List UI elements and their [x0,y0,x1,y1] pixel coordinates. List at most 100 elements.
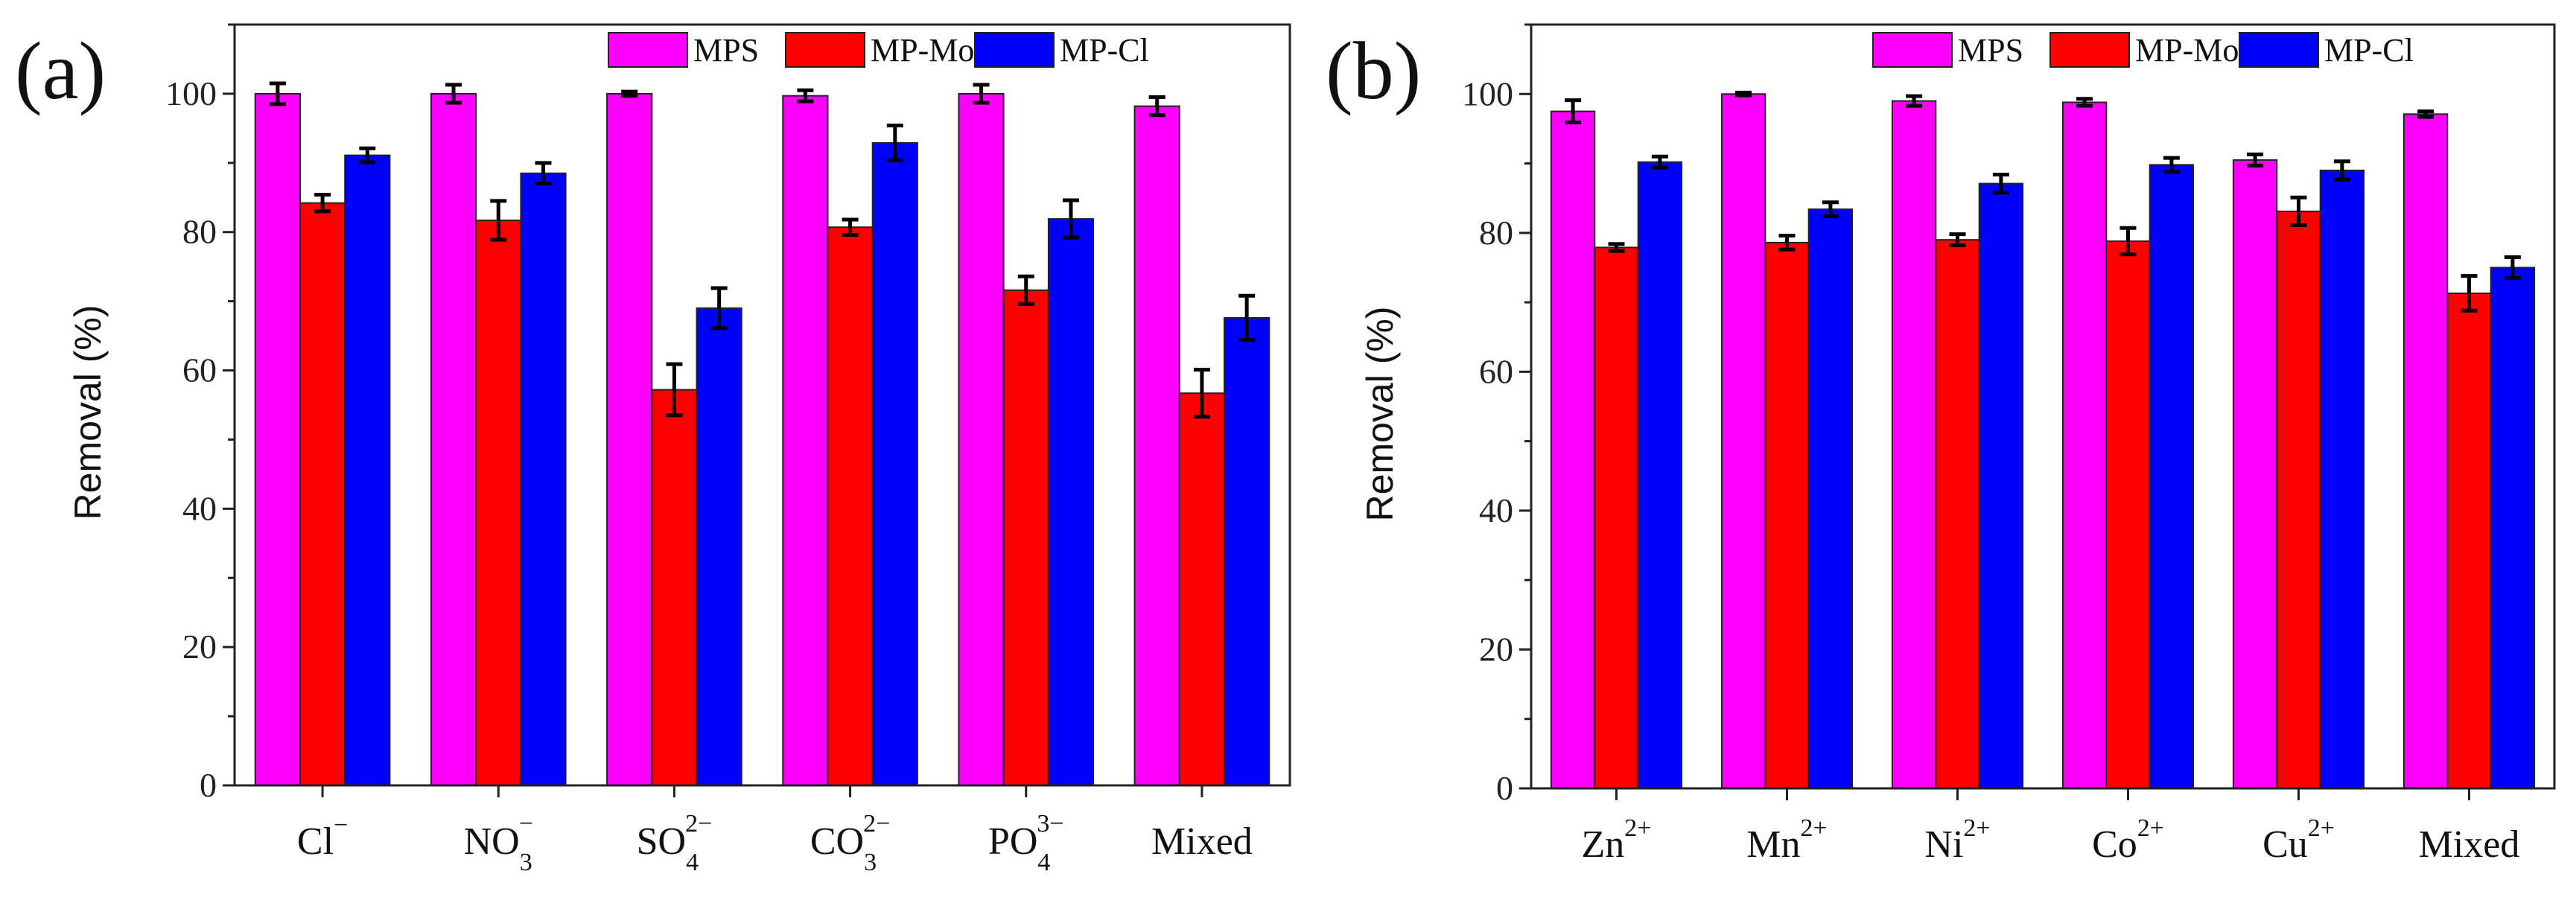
category-subscript: 4 [1037,849,1050,876]
bar-mp-cl [1637,161,1683,789]
bar-mp-cl [871,141,918,786]
legend-swatch-mp-cl [2239,32,2319,68]
x-tick-label: Cu2+ [2262,814,2335,866]
category-superscript: 3− [1037,810,1063,838]
legend-swatch-mp-mo [785,32,865,68]
category-superscript: 2+ [2137,814,2164,842]
bar-mps [606,92,653,786]
legend-swatch-mps [608,32,688,68]
y-tick-label: 100 [165,74,217,112]
x-tick-label: CO3 2− [810,810,890,876]
y-tick-label: 20 [182,628,217,666]
x-tick-label: Zn2+ [1582,814,1652,866]
bar-mp-mo [1594,246,1639,789]
x-tick-label: Mixed [1151,820,1253,863]
category-superscript: − [519,810,533,838]
category-base: Cu [2262,823,2308,866]
bar-mp-cl [2149,164,2195,790]
category-base: CO [810,820,864,863]
bar-mp-mo [2446,292,2492,789]
category-base: Mn [1746,823,1800,866]
legend-label: MPS [1958,32,2023,68]
bar-mps [254,92,301,786]
legend-label: MP-Mo [871,32,974,68]
bar-mp-mo [1935,239,1980,789]
bar-mp-mo [1764,241,1810,790]
bar-mp-cl [696,307,742,787]
y-axis-label: Removal (%) [67,305,109,520]
panel-label: (b) [1326,25,1421,116]
category-superscript: 2+ [2308,814,2335,842]
bar-mps [430,92,477,786]
category-superscript: 2− [863,810,890,838]
legend-swatch-mp-mo [2049,32,2130,68]
category-superscript: 2+ [1963,814,1990,842]
x-tick-label: Mn2+ [1746,814,1827,866]
bar-mp-mo [827,226,874,786]
legend-swatch-mp-cl [974,32,1055,68]
category-base: Ni [1924,823,1963,866]
y-tick-label: 80 [182,213,217,251]
x-tick-label: Cl− [297,811,348,863]
plot-frame [233,23,1291,787]
panel-label: (a) [15,25,106,116]
y-tick-label: 100 [1462,74,1513,112]
legend-swatch-mps [1872,32,1953,68]
bar-mps [2232,159,2278,789]
bar-mp-cl [1047,218,1095,787]
y-tick-label: 60 [1479,352,1513,390]
category-base: Cl [297,820,334,863]
bar-mp-mo [1178,392,1226,786]
y-tick-label: 60 [182,351,217,389]
legend-label: MP-Cl [2324,32,2414,68]
y-tick-label: 80 [1479,214,1513,252]
y-tick-label: 40 [182,489,217,527]
category-base: Co [2092,823,2137,866]
bar-mp-cl [1224,316,1270,786]
bar-mp-cl [1807,208,1854,789]
legend-label: MPS [693,32,759,68]
category-base: Zn [1582,823,1625,866]
x-tick-label: PO4 3− [988,810,1064,876]
bar-mp-mo [651,389,698,786]
x-tick-label: SO4 2− [637,810,713,876]
y-tick-label: 20 [1479,630,1513,668]
category-superscript: 2− [685,810,712,838]
x-tick-label: Ni2+ [1924,814,1990,866]
category-base: PO [988,820,1037,863]
category-superscript: − [334,811,348,839]
bar-mps [2402,113,2449,789]
y-tick-label: 0 [1496,769,1513,807]
bar-mps [958,92,1005,786]
bar-mp-mo [2276,210,2321,789]
bar-mp-cl [344,154,391,786]
bar-mps [1720,93,1766,790]
bar-mp-cl [2490,267,2536,790]
bar-mp-cl [2319,169,2365,789]
bar-mps [1891,100,1937,790]
category-base: Mixed [2419,823,2520,866]
plot-frame [1530,23,2556,790]
bar-mp-mo [2105,240,2151,789]
y-axis-label: Removal (%) [1359,307,1401,522]
legend-label: MP-Cl [1060,32,1149,68]
bar-mp-cl [1978,182,2024,789]
category-subscript: 4 [686,849,699,876]
legend-label: MP-Mo [2135,32,2239,68]
category-subscript: 3 [520,849,532,876]
category-base: Mixed [1151,820,1253,863]
bar-mps [2061,101,2108,789]
x-tick-label: Co2+ [2092,814,2164,866]
category-superscript: 2+ [1624,814,1651,842]
bar-mp-mo [1002,289,1049,786]
category-base: SO [637,820,686,863]
bar-mps [782,95,829,787]
bar-mp-cl [520,172,567,787]
x-tick-label: Mixed [2419,823,2520,866]
category-base: NO [464,820,520,863]
bar-mps [1133,105,1180,786]
y-tick-label: 0 [200,766,217,804]
